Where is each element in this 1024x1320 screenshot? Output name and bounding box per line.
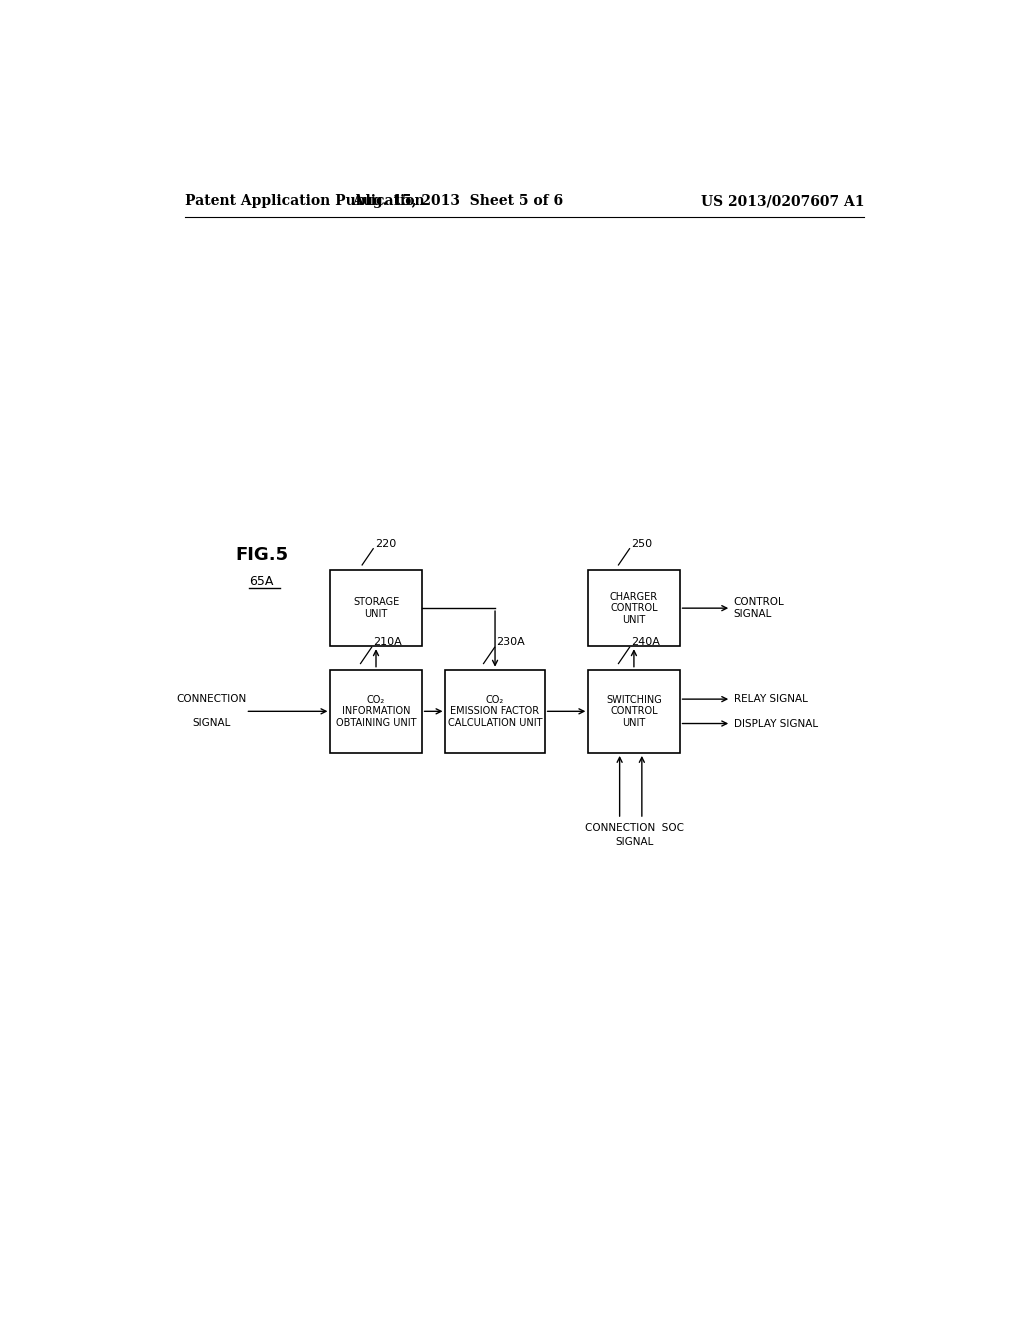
Text: US 2013/0207607 A1: US 2013/0207607 A1 [701, 194, 864, 209]
Text: CO₂
INFORMATION
OBTAINING UNIT: CO₂ INFORMATION OBTAINING UNIT [336, 694, 416, 727]
Text: 65A: 65A [249, 576, 273, 589]
Text: SIGNAL: SIGNAL [193, 718, 230, 729]
Bar [445, 669, 545, 752]
Text: 240A: 240A [631, 638, 660, 647]
Text: CONNECTION  SOC: CONNECTION SOC [585, 824, 684, 833]
Bar [331, 669, 422, 752]
Text: CO₂
EMISSION FACTOR
CALCULATION UNIT: CO₂ EMISSION FACTOR CALCULATION UNIT [447, 694, 543, 727]
Text: Patent Application Publication: Patent Application Publication [185, 194, 425, 209]
Text: 230A: 230A [497, 638, 525, 647]
Text: SWITCHING
CONTROL
UNIT: SWITCHING CONTROL UNIT [606, 694, 662, 727]
Text: CHARGER
CONTROL
UNIT: CHARGER CONTROL UNIT [610, 591, 658, 624]
Text: RELAY SIGNAL: RELAY SIGNAL [733, 694, 807, 704]
Text: 220: 220 [375, 539, 396, 549]
Text: FIG.5: FIG.5 [236, 545, 289, 564]
Bar [331, 570, 422, 647]
Text: CONTROL
SIGNAL: CONTROL SIGNAL [733, 598, 784, 619]
Bar [588, 669, 680, 752]
Bar [588, 570, 680, 647]
Text: DISPLAY SIGNAL: DISPLAY SIGNAL [733, 718, 817, 729]
Text: CONNECTION: CONNECTION [176, 694, 247, 704]
Text: Aug. 15, 2013  Sheet 5 of 6: Aug. 15, 2013 Sheet 5 of 6 [352, 194, 563, 209]
Text: 250: 250 [631, 539, 652, 549]
Text: SIGNAL: SIGNAL [615, 837, 654, 847]
Text: STORAGE
UNIT: STORAGE UNIT [353, 598, 399, 619]
Text: 210A: 210A [373, 638, 402, 647]
